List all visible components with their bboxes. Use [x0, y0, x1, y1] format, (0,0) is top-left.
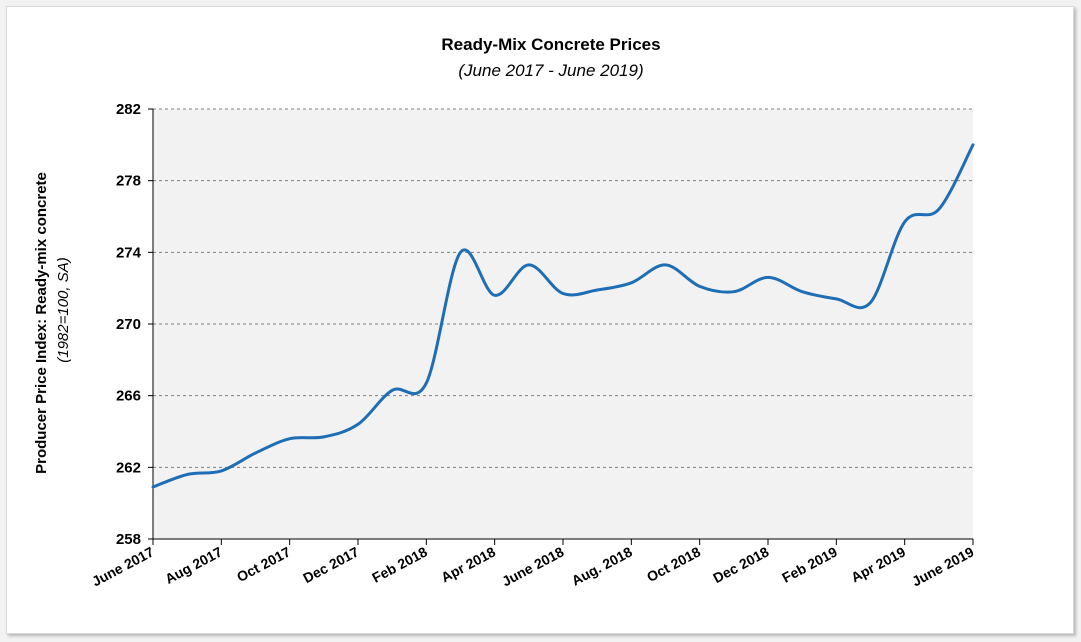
x-tick-label: June 2019 [909, 543, 976, 589]
y-axis-subtitle: (1982=100, SA) [55, 257, 72, 363]
y-tick-label: 270 [116, 316, 141, 333]
x-tick-label: Aug 2017 [162, 543, 225, 586]
y-tick-label: 266 [116, 388, 141, 405]
x-tick-label: Aug. 2018 [569, 543, 635, 588]
x-tick-label: Oct 2017 [234, 543, 293, 585]
chart-subtitle: (June 2017 - June 2019) [458, 61, 643, 80]
x-tick-label: June 2018 [499, 543, 566, 589]
y-axis-subtitle-group: (1982=100, SA) [55, 257, 72, 363]
x-tick-label: Feb 2018 [369, 543, 430, 585]
x-tick-label: Dec 2017 [300, 543, 361, 586]
series-line [151, 143, 975, 489]
x-tick-label: June 2017 [89, 543, 156, 589]
y-tick-label: 282 [116, 101, 141, 118]
x-tick-label: Dec 2018 [710, 543, 771, 586]
x-tick-label: Feb 2019 [779, 543, 840, 585]
chart-title: Ready-Mix Concrete Prices [441, 35, 660, 54]
y-tick-label: 278 [116, 173, 141, 190]
y-axis-title: Producer Price Index: Ready-mix concrete [33, 172, 50, 474]
y-tick-label: 258 [116, 531, 141, 548]
y-tick-label: 274 [116, 244, 142, 261]
y-tick-label: 262 [116, 459, 141, 476]
x-tick-label: Oct 2018 [644, 543, 703, 585]
y-axis-title-group: Producer Price Index: Ready-mix concrete [33, 172, 50, 474]
x-tick-label: Apr 2018 [438, 543, 498, 585]
x-tick-label: Apr 2019 [848, 543, 908, 585]
